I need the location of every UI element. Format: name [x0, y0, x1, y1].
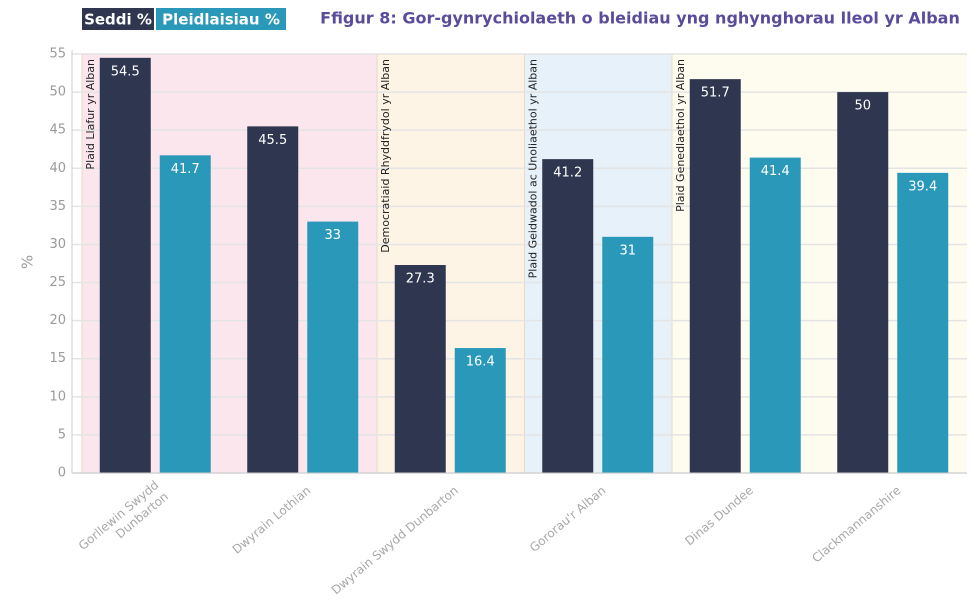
- data-label: 51.7: [701, 86, 730, 101]
- y-axis-label: %: [19, 255, 37, 269]
- party-label: Plaid Genedlaethol yr Alban: [674, 59, 687, 212]
- y-tick-label: 50: [49, 85, 66, 100]
- data-label: 27.3: [406, 272, 435, 287]
- legend-label: Pleidlaisiau %: [162, 11, 280, 29]
- bar: [689, 79, 741, 473]
- bar: [897, 172, 949, 474]
- data-label: 39.4: [908, 179, 937, 194]
- legend-swatch: [82, 8, 154, 30]
- x-tick-label: Dwyrain Swydd Dunbarton: [329, 483, 461, 597]
- data-label: 41.7: [171, 162, 200, 177]
- y-tick-label: 40: [49, 161, 66, 176]
- y-tick-label: 25: [49, 275, 66, 290]
- data-label: 54.5: [111, 64, 140, 79]
- legend-label: Seddi %: [84, 11, 152, 29]
- data-label: 31: [619, 243, 636, 258]
- x-tick-label: Dinas Dundee: [682, 483, 756, 548]
- y-tick-label: 35: [49, 199, 66, 214]
- y-tick-label: 55: [49, 47, 66, 62]
- data-label: 16.4: [466, 355, 495, 370]
- bar: [602, 236, 654, 473]
- bar: [837, 92, 889, 473]
- bar: [542, 159, 594, 473]
- chart-title: Ffigur 8: Gor-gynrychiolaeth o bleidiau …: [320, 9, 960, 28]
- party-label: Plaid Llafur yr Alban: [84, 59, 97, 170]
- bar: [749, 157, 801, 473]
- bar: [99, 57, 151, 474]
- data-label: 33: [324, 228, 341, 243]
- bar: [307, 221, 359, 473]
- data-label: 41.4: [761, 164, 790, 179]
- data-label: 41.2: [553, 166, 582, 181]
- x-tick-label: Gororau'r Alban: [527, 483, 609, 555]
- data-label: 45.5: [258, 133, 287, 148]
- y-tick-label: 30: [49, 237, 66, 252]
- data-label: 50: [854, 99, 871, 114]
- x-tick-label: Dwyrain Lothian: [230, 483, 314, 556]
- legend-swatch: [156, 8, 286, 30]
- y-tick-label: 20: [49, 313, 66, 328]
- bar: [247, 126, 299, 473]
- party-label: Plaid Geidwadol ac Unoliaethol yr Alban: [527, 59, 540, 278]
- x-tick-label: Gorllewin SwyddDunbarton: [76, 478, 171, 564]
- y-tick-label: 10: [49, 389, 66, 404]
- party-label: Democratiaid Rhyddfrydol yr Alban: [379, 59, 392, 253]
- bar: [394, 265, 446, 473]
- y-tick-label: 0: [58, 466, 66, 481]
- x-tick-label: Clackmannanshire: [809, 483, 903, 565]
- bar: [159, 155, 211, 473]
- y-tick-label: 45: [49, 123, 66, 138]
- y-tick-label: 5: [58, 427, 66, 442]
- y-tick-label: 15: [49, 351, 66, 366]
- bar: [454, 348, 506, 473]
